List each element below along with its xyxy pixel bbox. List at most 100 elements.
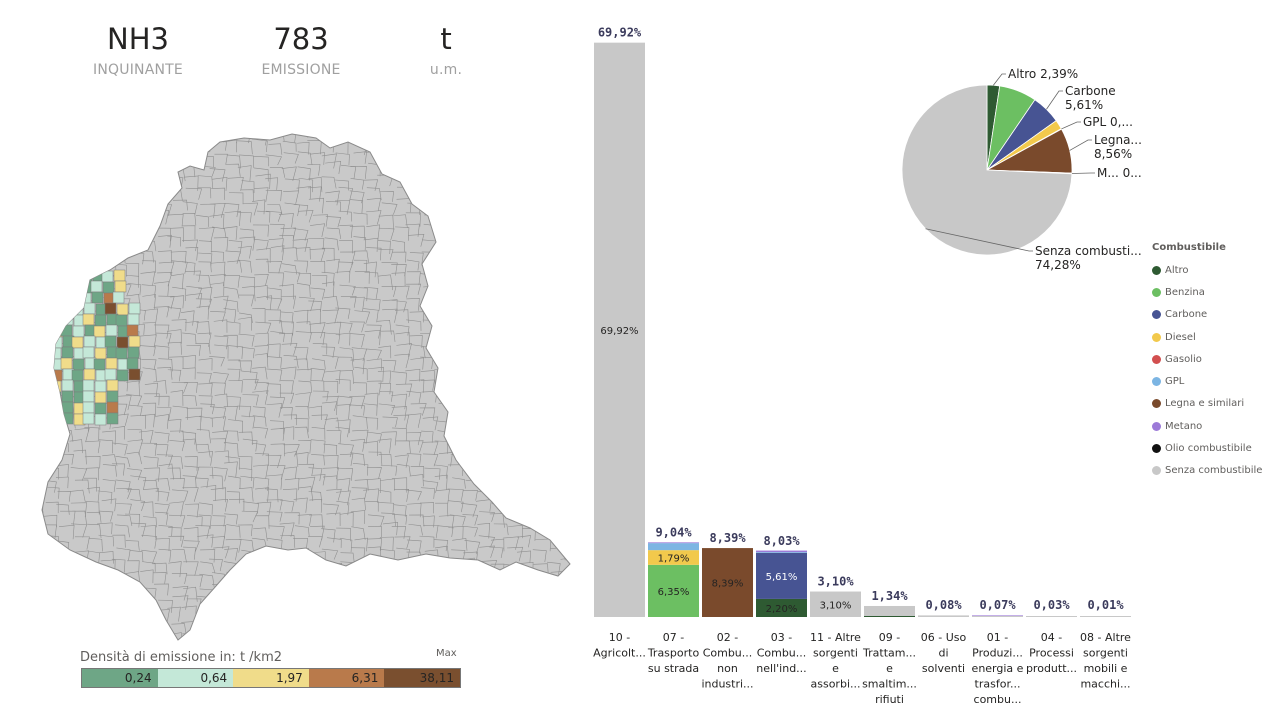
pie-slice-label: M... 0... [1097,166,1142,180]
legend-dot-icon [1152,287,1161,297]
bar-segment-altro[interactable] [756,598,807,617]
fuel-legend-label: Senza combustibile [1165,465,1263,477]
bar-category-label: e [832,662,839,675]
fuel-legend-item-olio-combustibile[interactable]: Olio combustibile [1152,437,1280,459]
fuel-legend-item-benzina[interactable]: Benzina [1152,281,1280,303]
fuel-legend-item-legna-e-similari[interactable]: Legna e similari [1152,393,1280,415]
kpi-pollutant: NH3 INQUINANTE [58,22,218,78]
fuel-legend-title: Combustibile [1152,242,1226,253]
bar-category-label: mobili e [1084,662,1128,675]
fuel-legend-label: Legna e similari [1165,398,1245,410]
bar-segment-altro[interactable] [864,615,915,617]
bar-baseline-segment [1080,616,1131,617]
fuel-legend-item-senza-combustibile[interactable]: Senza combustibile [1152,460,1280,482]
bar-category-label: 10 - [609,631,630,644]
bar-category-label: su strada [648,662,699,675]
bar-category-label: Processi [1029,647,1074,660]
bar-segment-senza-combustibile[interactable] [810,591,861,617]
fuel-legend-item-metano[interactable]: Metano [1152,415,1280,437]
bar-segment-benzina[interactable] [648,564,699,617]
legend-dot-icon [1152,332,1161,342]
bar-category-label: Combu... [703,647,753,660]
bar-category-label: 11 - Altre [810,631,861,644]
bar-category-label: Combu... [757,647,807,660]
bar-segment-legna-e-similari[interactable] [702,548,753,617]
map-legend-class-1: 0,24 [82,669,158,687]
map-legend-class-4: 6,31 [308,669,385,687]
map-legend-bar: 0,24 0,64 1,97 6,31 38,11 [81,668,461,688]
bar-segment-senza-combustibile[interactable] [918,615,969,617]
bar-segment-diesel[interactable] [648,550,699,565]
map-legend-title: Densità di emissione in: t /km2 [80,650,283,665]
kpi-emission-value: 783 [273,22,329,56]
kpi-pollutant-label: INQUINANTE [93,62,183,78]
bar-category-label: macchi... [1080,678,1130,691]
bar-category-label: assorbi... [811,678,861,691]
fuel-legend-item-gasolio[interactable]: Gasolio [1152,348,1280,370]
bar-category-label: sorgenti [813,647,858,660]
bar-category-label: trasfor... [975,678,1021,691]
bar-segment-label: 2,20% [766,604,798,615]
bar-segment-carbone[interactable] [756,552,807,599]
bar-baseline-segment [972,616,1023,617]
bar-segment-metano[interactable] [756,550,807,553]
bar-segment-label: 69,92% [600,326,638,337]
bar-total-label: 1,34% [871,589,908,603]
kpi-pollutant-value: NH3 [107,22,169,56]
pie-slice-senza-combustibile[interactable] [901,84,1073,256]
pie-leader-line [1069,139,1092,151]
lombardy-emission-map[interactable] [30,130,590,650]
bar-total-label: 69,92% [598,26,642,40]
pie-leader-line [1046,90,1063,110]
fuel-legend-label: Carbone [1165,309,1208,321]
pie-slice-label: Legna... [1094,133,1142,147]
kpi-unit: t u.m. [366,22,526,78]
bar-category-label: 03 - [771,631,792,644]
bar-category-label: Trattam... [862,647,916,660]
fuel-legend-label: GPL [1165,376,1185,388]
pie-leader-line [993,73,1006,86]
pie-slice-label: Carbone [1065,84,1116,98]
sector-stacked-bar-chart[interactable]: 69,92% 69,92% 10 - Agricolt... 6,35% 1,79% 9,0… [585,10,1145,720]
legend-dot-icon [1152,399,1161,409]
bar-segment-label: 8,39% [712,579,744,590]
legend-dot-icon [1152,421,1161,431]
bar-baseline-segment [1026,616,1077,617]
kpi-emission-label: EMISSIONE [261,62,341,78]
bar-segment-senza-combustibile[interactable] [594,42,645,617]
bar-category-label: produtt... [1026,662,1077,675]
bar-segment-senza-combustibile[interactable] [864,605,915,616]
fuel-legend-label: Altro [1165,264,1189,276]
bar-total-label: 8,39% [709,531,746,545]
fuel-legend-item-carbone[interactable]: Carbone [1152,304,1280,326]
bar-category-label: 07 - [663,631,684,644]
legend-dot-icon [1152,377,1161,387]
fuel-legend-label: Gasolio [1165,353,1202,365]
bar-segment-gpl[interactable] [756,552,807,553]
bar-segment-metano[interactable] [648,542,699,544]
bar-segment-gpl[interactable] [648,543,699,551]
bar-category-label: di [938,647,948,660]
fuel-legend: Combustibile Altro Benzina Carbone Diesel Ga… [1152,242,1280,482]
bar-category-label: non [717,662,738,675]
fuel-legend-item-altro[interactable]: Altro [1152,259,1280,281]
bar-baseline-segment [918,616,969,617]
highlighted-municipalities[interactable] [49,269,141,426]
fuel-legend-label: Diesel [1165,331,1196,343]
bar-segment-metano[interactable] [972,615,1023,617]
bar-category-label: nell'ind... [756,662,806,675]
pie-slice-label: 8,56% [1094,147,1132,161]
bar-total-label: 0,08% [925,598,962,612]
bar-total-label: 8,03% [763,534,800,548]
legend-dot-icon [1152,265,1161,275]
map-legend-class-2: 0,64 [157,669,234,687]
bar-total-label: 0,03% [1033,598,1070,612]
bar-category-label: 09 - [879,631,900,644]
fuel-legend-item-diesel[interactable]: Diesel [1152,326,1280,348]
bar-category-label: solventi [922,662,965,675]
bar-segment-label: 3,10% [820,600,852,611]
fuel-legend-label: Olio combustibile [1165,443,1252,455]
fuel-legend-item-gpl[interactable]: GPL [1152,370,1280,392]
pie-slice-label: Senza combusti... [1035,244,1142,258]
